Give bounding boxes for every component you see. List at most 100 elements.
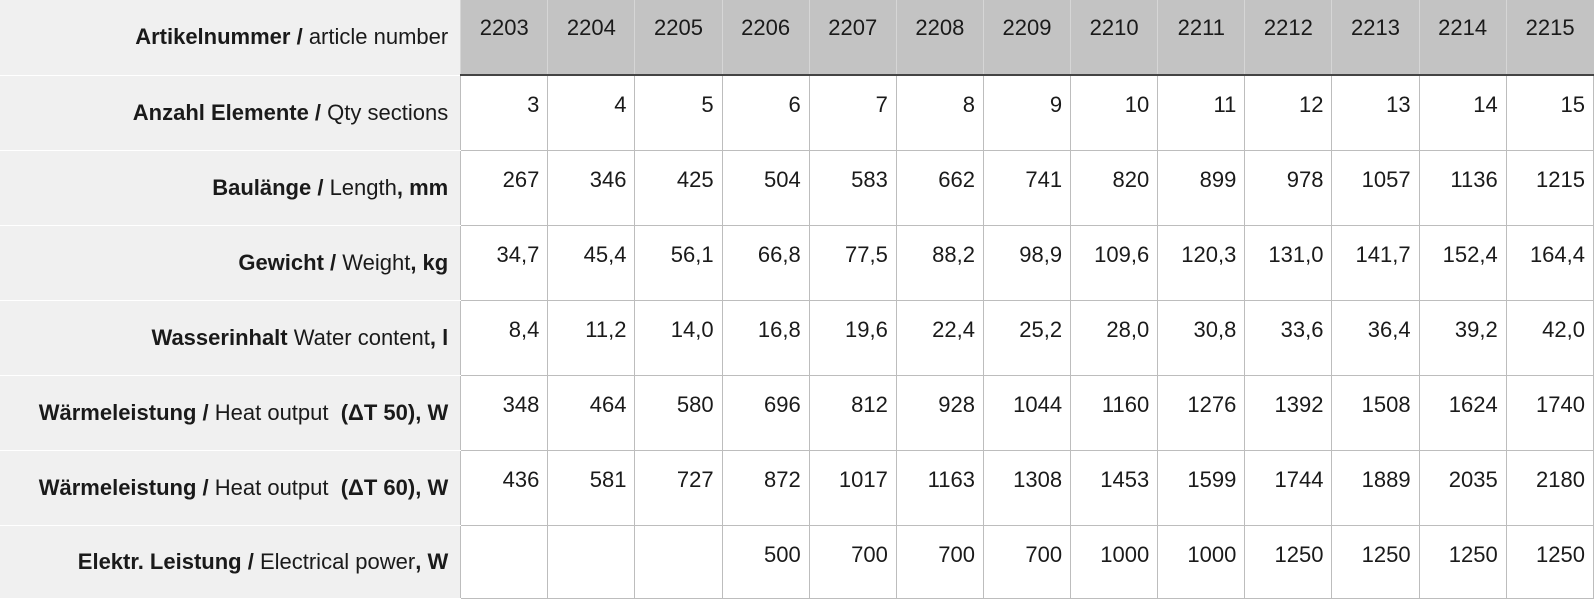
table-cell: 6 xyxy=(721,75,810,151)
table-row-heat-output-dt60: Wärmeleistung / Heat output (ΔT 60), W 4… xyxy=(0,450,1594,526)
table-cell: 1163 xyxy=(895,450,984,526)
table-cell: 164,4 xyxy=(1505,225,1594,301)
table-cell: 580 xyxy=(634,375,723,451)
table-cell: 3 xyxy=(460,75,549,151)
column-header-article-number: 2206 xyxy=(721,0,810,76)
table-cell: 1392 xyxy=(1244,375,1333,451)
table-cell: 1624 xyxy=(1418,375,1507,451)
table-cell: 267 xyxy=(460,150,549,226)
column-header-article-number: 2211 xyxy=(1157,0,1245,76)
table-cell: 77,5 xyxy=(808,225,897,301)
table-cell: 425 xyxy=(634,150,723,226)
table-cell: 500 xyxy=(721,525,810,599)
table-cell: 700 xyxy=(982,525,1072,599)
table-cell xyxy=(634,525,723,599)
table-cell: 12 xyxy=(1244,75,1333,151)
column-header-article-number: 2212 xyxy=(1244,0,1332,76)
row-label-heat-output-dt60: Wärmeleistung / Heat output (ΔT 60), W xyxy=(0,450,461,526)
table-cell: 11,2 xyxy=(547,300,636,376)
table-cell: 700 xyxy=(895,525,984,599)
header-row: Artikelnummer / article number 2203 2204… xyxy=(0,0,1594,76)
column-header-article-number: 2205 xyxy=(634,0,723,76)
table-cell: 1276 xyxy=(1157,375,1246,451)
row-label-length: Baulänge / Length, mm xyxy=(0,150,461,226)
table-cell: 504 xyxy=(721,150,810,226)
row-label-electrical-power: Elektr. Leistung / Electrical power, W xyxy=(0,525,461,599)
table-cell: 9 xyxy=(982,75,1072,151)
row-label-qty-sections: Anzahl Elemente / Qty sections xyxy=(0,75,461,151)
table-cell: 13 xyxy=(1331,75,1420,151)
table-cell: 662 xyxy=(895,150,984,226)
table-cell: 30,8 xyxy=(1157,300,1246,376)
table-cell: 820 xyxy=(1070,150,1159,226)
table-cell: 978 xyxy=(1244,150,1333,226)
table-cell: 1000 xyxy=(1070,525,1159,599)
table-cell: 36,4 xyxy=(1331,300,1420,376)
table-row-electrical-power: Elektr. Leistung / Electrical power, W 5… xyxy=(0,525,1594,599)
column-header-article-number: 2209 xyxy=(982,0,1071,76)
table-cell: 2035 xyxy=(1418,450,1507,526)
table-row-weight: Gewicht / Weight, kg 34,7 45,4 56,1 66,8… xyxy=(0,225,1594,301)
table-cell xyxy=(460,525,549,599)
table-cell: 1000 xyxy=(1157,525,1246,599)
table-row-water-content: Wasserinhalt Water content, l 8,4 11,2 1… xyxy=(0,300,1594,376)
table-cell: 1160 xyxy=(1070,375,1159,451)
table-cell: 872 xyxy=(721,450,810,526)
table-cell: 16,8 xyxy=(721,300,810,376)
table-cell: 4 xyxy=(547,75,636,151)
table-cell: 1889 xyxy=(1331,450,1420,526)
table-cell: 10 xyxy=(1070,75,1159,151)
table-cell: 7 xyxy=(808,75,897,151)
table-cell: 581 xyxy=(547,450,636,526)
table-cell: 1250 xyxy=(1505,525,1594,599)
row-label-weight: Gewicht / Weight, kg xyxy=(0,225,461,301)
column-header-article-number: 2213 xyxy=(1331,0,1420,76)
table-cell: 741 xyxy=(982,150,1072,226)
table-cell: 464 xyxy=(547,375,636,451)
table-cell: 14,0 xyxy=(634,300,723,376)
table-cell: 109,6 xyxy=(1070,225,1159,301)
column-header-article-number: 2210 xyxy=(1070,0,1158,76)
row-label-water-content: Wasserinhalt Water content, l xyxy=(0,300,461,376)
table-cell: 1017 xyxy=(808,450,897,526)
table-cell: 1250 xyxy=(1244,525,1333,599)
table-cell: 700 xyxy=(808,525,897,599)
row-label-article-number: Artikelnummer / article number xyxy=(0,0,461,76)
table-cell: 436 xyxy=(460,450,549,526)
table-cell: 1136 xyxy=(1418,150,1507,226)
table-cell: 15 xyxy=(1505,75,1594,151)
table-cell: 5 xyxy=(634,75,723,151)
table-cell: 11 xyxy=(1157,75,1246,151)
table-cell: 66,8 xyxy=(721,225,810,301)
table-cell: 88,2 xyxy=(895,225,984,301)
table-cell: 19,6 xyxy=(808,300,897,376)
table-cell: 696 xyxy=(721,375,810,451)
table-cell: 1057 xyxy=(1331,150,1420,226)
table-cell: 22,4 xyxy=(895,300,984,376)
table-cell: 1250 xyxy=(1331,525,1420,599)
table-cell: 8,4 xyxy=(460,300,549,376)
column-header-article-number: 2214 xyxy=(1418,0,1507,76)
table-cell: 28,0 xyxy=(1070,300,1159,376)
table-cell: 98,9 xyxy=(982,225,1072,301)
table-row-heat-output-dt50: Wärmeleistung / Heat output (ΔT 50), W 3… xyxy=(0,375,1594,451)
table-cell: 34,7 xyxy=(460,225,549,301)
table-cell: 346 xyxy=(547,150,636,226)
column-header-article-number: 2203 xyxy=(460,0,548,76)
table-cell: 1308 xyxy=(982,450,1072,526)
table-row-length: Baulänge / Length, mm 267 346 425 504 58… xyxy=(0,150,1594,226)
table-cell: 727 xyxy=(634,450,723,526)
table-cell: 348 xyxy=(460,375,549,451)
table-cell: 583 xyxy=(808,150,897,226)
table-cell: 39,2 xyxy=(1418,300,1507,376)
column-header-article-number: 2208 xyxy=(895,0,984,76)
table-cell: 25,2 xyxy=(982,300,1072,376)
column-header-article-number: 2204 xyxy=(547,0,635,76)
table-cell: 152,4 xyxy=(1418,225,1507,301)
table-cell: 1599 xyxy=(1157,450,1246,526)
table-cell: 42,0 xyxy=(1505,300,1594,376)
table-cell: 1215 xyxy=(1505,150,1594,226)
table-cell: 1453 xyxy=(1070,450,1159,526)
table-cell: 1508 xyxy=(1331,375,1420,451)
